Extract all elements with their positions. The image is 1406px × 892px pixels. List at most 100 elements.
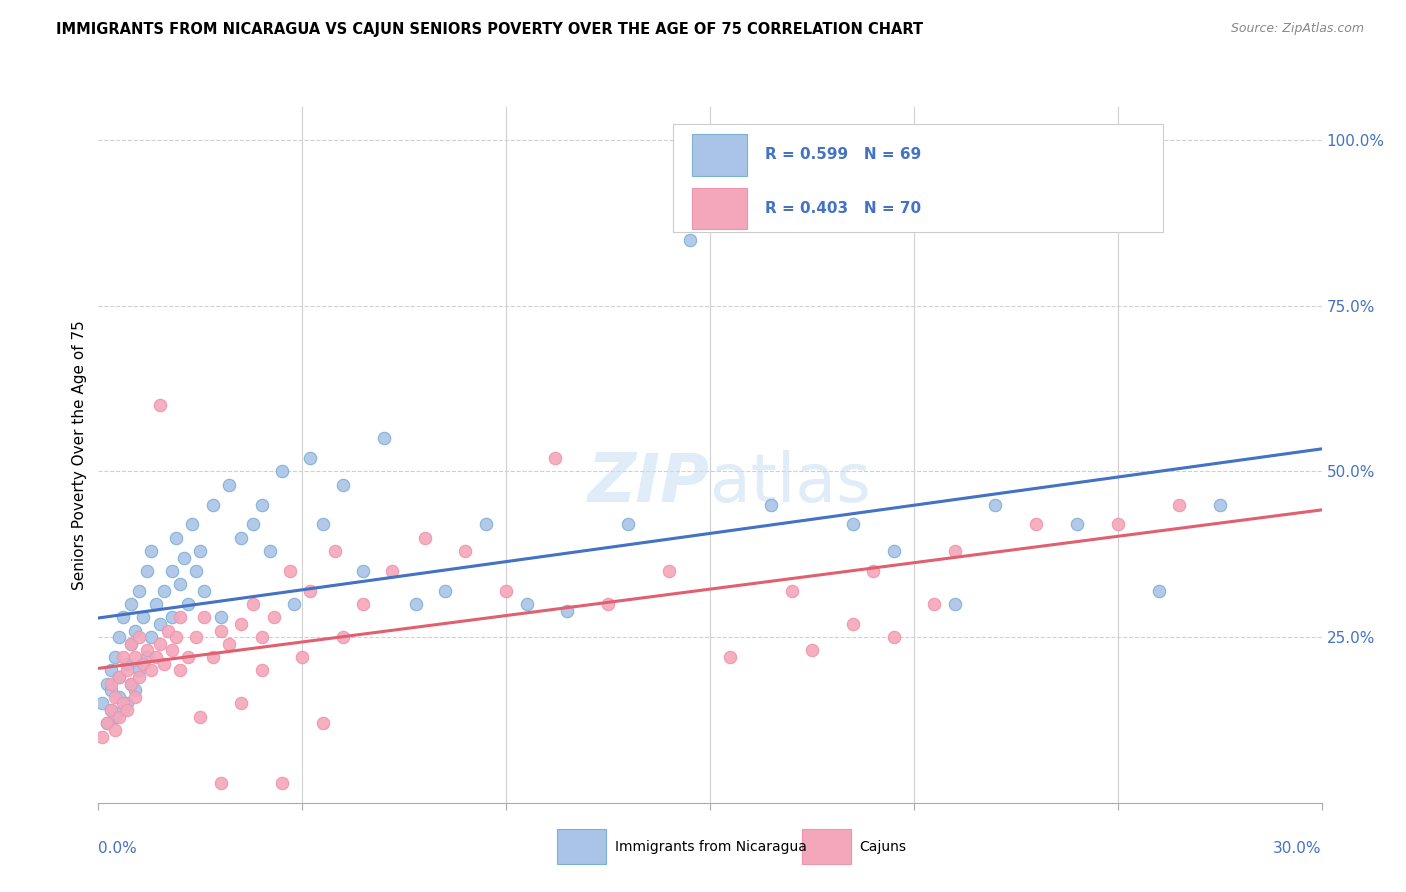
Point: [141, 544, 163, 558]
Point: [413, 531, 436, 545]
Point: [96, 716, 118, 731]
Point: [100, 703, 122, 717]
Text: R = 0.599   N = 69: R = 0.599 N = 69: [765, 147, 921, 162]
Point: [201, 498, 224, 512]
Point: [124, 650, 146, 665]
Point: [242, 517, 264, 532]
Point: [434, 583, 457, 598]
Text: R = 0.403   N = 70: R = 0.403 N = 70: [765, 201, 921, 216]
Text: Cajuns: Cajuns: [859, 839, 907, 854]
Point: [177, 650, 200, 665]
Point: [120, 676, 142, 690]
Point: [111, 703, 134, 717]
Point: [1209, 498, 1232, 512]
Point: [1147, 583, 1170, 598]
Point: [193, 583, 215, 598]
Point: [100, 703, 122, 717]
Point: [100, 676, 122, 690]
Point: [145, 650, 167, 665]
Point: [218, 637, 240, 651]
Point: [100, 663, 122, 677]
Point: [332, 477, 354, 491]
Point: [658, 564, 681, 578]
Point: [136, 564, 159, 578]
Point: [173, 550, 195, 565]
Point: [177, 597, 200, 611]
Point: [922, 597, 945, 611]
Text: 30.0%: 30.0%: [1274, 841, 1322, 856]
Text: atlas: atlas: [710, 450, 870, 516]
Y-axis label: Seniors Poverty Over the Age of 75: Seniors Poverty Over the Age of 75: [72, 320, 87, 590]
Point: [209, 624, 232, 638]
Point: [169, 577, 191, 591]
Point: [100, 683, 122, 698]
Point: [841, 517, 863, 532]
FancyBboxPatch shape: [692, 134, 747, 176]
Point: [152, 657, 174, 671]
Point: [242, 597, 264, 611]
Point: [128, 630, 150, 644]
Point: [943, 597, 966, 611]
Point: [780, 583, 803, 598]
Point: [124, 624, 146, 638]
Point: [181, 517, 204, 532]
Point: [352, 564, 374, 578]
Point: [312, 716, 335, 731]
Text: ZIP: ZIP: [588, 450, 710, 516]
Point: [323, 544, 346, 558]
Point: [91, 730, 114, 744]
Point: [136, 643, 159, 657]
Point: [231, 531, 253, 545]
Point: [108, 690, 131, 704]
Point: [218, 477, 240, 491]
Point: [474, 517, 498, 532]
Point: [250, 498, 273, 512]
Point: [312, 517, 335, 532]
Point: [104, 723, 127, 737]
Point: [115, 703, 138, 717]
Point: [405, 597, 427, 611]
Point: [332, 630, 354, 644]
Point: [299, 583, 322, 598]
Point: [291, 650, 314, 665]
Point: [145, 597, 167, 611]
Point: [270, 776, 294, 790]
Point: [209, 610, 232, 624]
Point: [761, 498, 783, 512]
Point: [136, 650, 159, 665]
Point: [120, 676, 142, 690]
Point: [984, 498, 1007, 512]
Point: [231, 697, 253, 711]
Point: [193, 610, 215, 624]
Point: [120, 637, 142, 651]
Point: [862, 564, 884, 578]
Point: [598, 597, 620, 611]
Point: [156, 624, 179, 638]
Point: [104, 709, 127, 723]
Point: [115, 663, 138, 677]
Point: [132, 610, 155, 624]
Point: [141, 630, 163, 644]
Point: [883, 630, 905, 644]
Point: [149, 616, 172, 631]
Point: [250, 663, 273, 677]
Point: [231, 616, 253, 631]
Point: [132, 657, 155, 671]
Point: [943, 544, 966, 558]
Point: [108, 670, 131, 684]
Point: [149, 637, 172, 651]
Point: [373, 431, 395, 445]
Text: Source: ZipAtlas.com: Source: ZipAtlas.com: [1230, 22, 1364, 36]
Point: [165, 531, 187, 545]
Point: [841, 616, 863, 631]
Point: [120, 597, 142, 611]
Point: [188, 709, 212, 723]
Point: [96, 676, 118, 690]
Point: [160, 564, 183, 578]
Point: [188, 544, 212, 558]
Point: [128, 670, 150, 684]
FancyBboxPatch shape: [801, 830, 851, 864]
Point: [141, 663, 163, 677]
Point: [104, 690, 127, 704]
Point: [617, 517, 640, 532]
